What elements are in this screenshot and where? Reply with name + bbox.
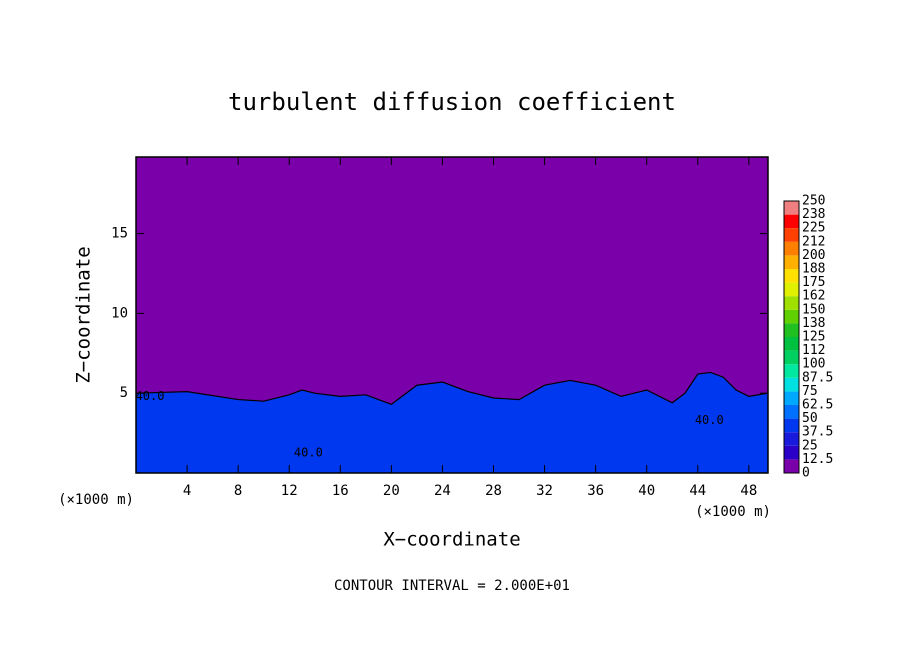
colorbar-label: 112	[802, 343, 825, 358]
x-unit-label: (×1000 m)	[58, 492, 134, 508]
colorbar-label: 25	[802, 438, 818, 453]
colorbar-label: 37.5	[802, 425, 833, 440]
x-tick-label: 28	[485, 483, 502, 499]
x-tick-label: 4	[183, 483, 191, 499]
x-tick-label: 32	[536, 483, 553, 499]
colorbar-swatch	[784, 323, 799, 337]
x-axis-label: X−coordinate	[383, 529, 520, 551]
x-tick-label: 48	[740, 483, 757, 499]
colorbar-swatch	[784, 377, 799, 392]
colorbar-label: 138	[802, 316, 825, 331]
colorbar-swatch	[784, 364, 799, 378]
colorbar-swatch	[784, 228, 799, 242]
contour-label: 40.0	[695, 413, 724, 427]
colorbar-swatch	[784, 214, 799, 229]
colorbar-label: 150	[802, 302, 825, 317]
x-tick-label: 24	[434, 483, 451, 499]
colorbar-swatch	[784, 405, 799, 419]
colorbar-swatch	[784, 445, 799, 460]
plot-frame	[135, 156, 769, 474]
colorbar-swatch	[784, 432, 799, 446]
colorbar-swatch	[784, 282, 799, 297]
colorbar-swatch	[784, 337, 799, 351]
colorbar-swatch	[784, 459, 799, 473]
colorbar-label: 225	[802, 221, 825, 236]
colorbar-label: 12.5	[802, 452, 833, 467]
colorbar-label: 100	[802, 357, 825, 372]
y-tick-label: 5	[120, 385, 128, 401]
colorbar-swatch	[784, 296, 799, 310]
colorbar-swatch	[784, 269, 799, 283]
colorbar-label: 62.5	[802, 398, 833, 413]
contour-label: 40.0	[136, 389, 165, 403]
x-tick-label: 16	[332, 483, 349, 499]
colorbar-label: 162	[802, 289, 825, 304]
colorbar-label: 238	[802, 207, 825, 222]
chart-title: turbulent diffusion coefficient	[228, 88, 676, 116]
colorbar-swatch	[784, 201, 799, 215]
colorbar-label: 50	[802, 411, 818, 426]
colorbar-swatch	[784, 418, 799, 433]
y-axis-label: Z−coordinate	[73, 246, 95, 383]
colorbar-label: 250	[802, 194, 825, 209]
colorbar-label: 0	[802, 466, 810, 481]
colorbar-label: 87.5	[802, 370, 833, 385]
colorbar-label: 212	[802, 234, 825, 249]
colorbar-swatch	[784, 350, 799, 365]
colorbar-label: 75	[802, 384, 818, 399]
x-tick-label: 8	[234, 483, 242, 499]
colorbar-swatch	[784, 309, 799, 324]
colorbar-label: 125	[802, 330, 825, 345]
x-tick-label: 12	[281, 483, 298, 499]
colorbar-swatch	[784, 241, 799, 256]
colorbar-label: 188	[802, 262, 825, 277]
footnote: CONTOUR INTERVAL = 2.000E+01	[334, 578, 570, 594]
y-unit-label: (×1000 m)	[695, 504, 771, 520]
y-tick-label: 10	[111, 305, 128, 321]
y-tick-label: 15	[111, 226, 128, 242]
colorbar-label: 175	[802, 275, 825, 290]
x-tick-label: 40	[638, 483, 655, 499]
colorbar-label: 200	[802, 248, 825, 263]
layer-field	[136, 372, 768, 473]
colorbar-swatch	[784, 255, 799, 269]
colorbar-frame	[783, 200, 800, 474]
colorbar-swatch	[784, 391, 799, 405]
contour-label: 40.0	[294, 446, 323, 460]
x-tick-label: 44	[689, 483, 706, 499]
x-tick-label: 36	[587, 483, 604, 499]
x-tick-label: 20	[383, 483, 400, 499]
contour-line	[135, 371, 769, 406]
